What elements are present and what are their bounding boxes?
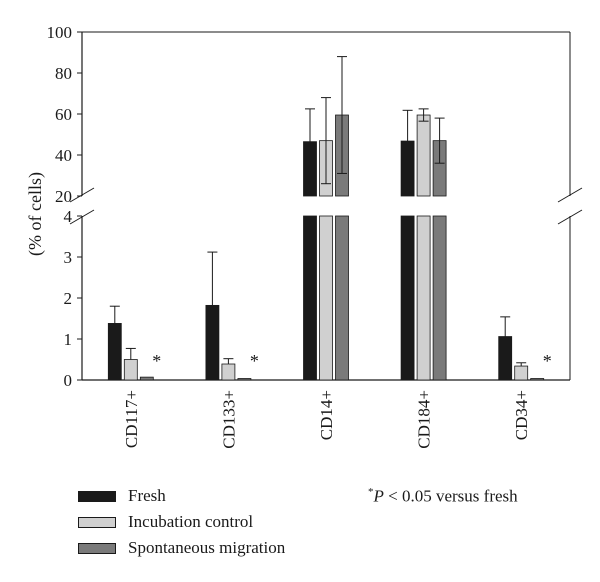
error-bars	[109, 56, 527, 367]
bar-spontaneous-migration	[432, 215, 447, 381]
bar-fresh	[205, 304, 220, 381]
y-tick-label: 20	[55, 187, 72, 206]
legend-swatch-incubation-control	[78, 516, 116, 528]
axis-break-mark	[69, 187, 95, 203]
significance-note: *P < 0.05 versus fresh	[368, 486, 518, 507]
legend-item-spontaneous-migration: Spontaneous migration	[78, 537, 285, 559]
bar-fresh-upper	[400, 140, 415, 197]
bar-spontaneous-migration	[139, 376, 154, 381]
bar-incubation-control	[221, 363, 236, 381]
bar-fresh	[107, 323, 122, 381]
legend-label-spontaneous-migration: Spontaneous migration	[128, 538, 286, 557]
axis-break-mark	[557, 209, 583, 225]
x-tick-label: CD14+	[317, 390, 336, 440]
bar-spontaneous-migration	[530, 378, 545, 381]
bar-spontaneous-migration	[335, 215, 349, 381]
legend-item-fresh: Fresh	[78, 485, 166, 507]
legend-swatch-fresh	[78, 490, 116, 502]
x-tick-label: CD34+	[512, 390, 531, 440]
bar-fresh	[498, 336, 513, 381]
x-tick-label: CD184+	[415, 390, 434, 449]
bar-fresh	[303, 215, 317, 381]
bar-incubation-control	[514, 365, 529, 381]
bar-incubation-control	[319, 215, 333, 381]
bar-incubation-control	[123, 359, 138, 381]
significance-star: *	[152, 351, 161, 371]
y-tick-label: 2	[64, 289, 73, 308]
legend-label-incubation-control: Incubation control	[128, 512, 254, 531]
y-tick-label: 3	[64, 248, 73, 267]
significance-star: *	[543, 351, 552, 371]
y-tick-label: 4	[64, 207, 73, 226]
x-tick-label: CD117+	[122, 390, 141, 448]
y-tick-label: 1	[64, 330, 73, 349]
axis-break-mark	[69, 209, 95, 225]
note-p: P	[373, 486, 384, 506]
bar-incubation-control-upper	[416, 114, 431, 197]
y-tick-label: 40	[55, 146, 72, 165]
axes: 0 1 2 3 420 40 60 80 100 CD117+ CD133+ CD14+ CD184+ C…	[47, 23, 552, 449]
bars	[107, 114, 545, 381]
y-axis-label: (% of cells)	[25, 172, 46, 256]
y-tick-label: 0	[64, 371, 73, 390]
bar-spontaneous-migration	[237, 378, 252, 381]
y-tick-label: 60	[55, 105, 72, 124]
legend-label-fresh: Fresh	[128, 486, 166, 505]
significance-star: *	[250, 351, 259, 371]
legend-swatch-spontaneous-migration	[78, 542, 116, 554]
y-tick-label: 80	[55, 64, 72, 83]
legend-item-incubation-control: Incubation control	[78, 511, 253, 533]
axis-break-mark	[557, 187, 583, 203]
note-text: < 0.05 versus fresh	[383, 486, 518, 506]
bar-incubation-control	[416, 215, 431, 381]
note-star: *	[368, 486, 374, 498]
bar-fresh-upper	[303, 141, 317, 197]
y-tick-label: 100	[47, 23, 73, 42]
bar-fresh	[400, 215, 415, 381]
x-tick-label: CD133+	[219, 390, 238, 449]
